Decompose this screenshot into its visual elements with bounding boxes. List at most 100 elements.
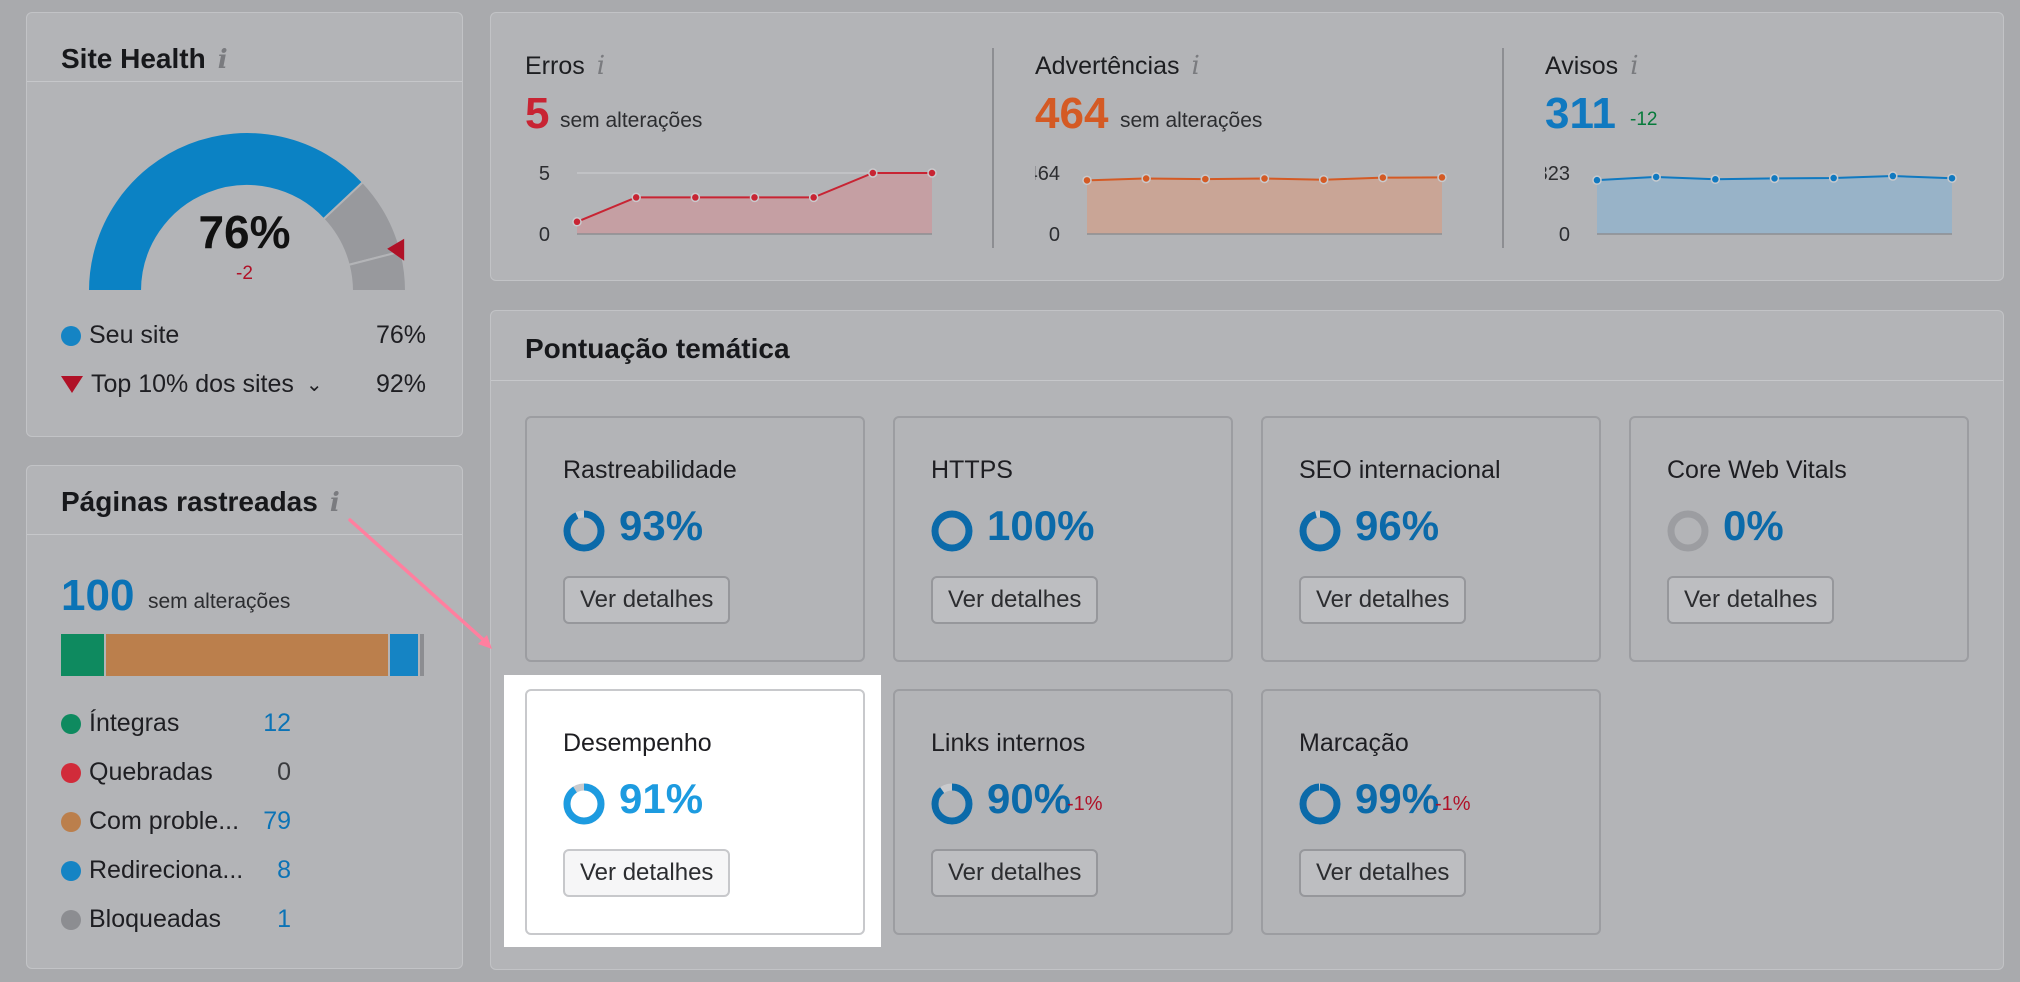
- trend-point[interactable]: [808, 192, 819, 203]
- gauge-value: 76%: [198, 206, 291, 258]
- thematic-tile: Marcação 99% -1% Ver detalhes: [1261, 689, 1601, 935]
- trend-point[interactable]: [1082, 175, 1092, 186]
- tile-delta: -1%: [1435, 793, 1471, 815]
- metric-sub: sem alterações: [560, 109, 703, 132]
- crawled-pages-title-text: Páginas rastreadas: [61, 486, 318, 517]
- metric-value[interactable]: 311: [1545, 89, 1616, 138]
- trend-point[interactable]: [690, 192, 701, 203]
- metric-trend-chart[interactable]: 464 0: [1035, 153, 1485, 253]
- pages-stat-row: Redireciona... 8: [61, 856, 291, 885]
- trend-point[interactable]: [572, 217, 582, 227]
- trend-point[interactable]: [1769, 173, 1780, 184]
- tile-value: 99%: [1355, 775, 1440, 822]
- pages-count[interactable]: 100: [61, 571, 135, 620]
- view-details-button[interactable]: Ver detalhes: [563, 849, 731, 897]
- trend-point[interactable]: [749, 192, 760, 203]
- tile-label: Desempenho: [563, 729, 712, 757]
- stat-value[interactable]: 79: [263, 807, 291, 835]
- donut-progress-icon: [931, 510, 973, 552]
- tile-label: Core Web Vitals: [1667, 456, 1847, 484]
- view-details-button[interactable]: Ver detalhes: [931, 849, 1099, 897]
- thematic-tile: Links internos 90% -1% Ver detalhes: [893, 689, 1233, 935]
- trend-point[interactable]: [1888, 171, 1898, 181]
- gauge-arc-remaining: [347, 250, 407, 292]
- metric-trend-chart[interactable]: 50: [525, 153, 975, 253]
- trend-point[interactable]: [1947, 173, 1957, 183]
- info-icon[interactable]: i: [1191, 51, 1200, 81]
- metric-label-text: Erros: [525, 52, 585, 80]
- tile-delta: -1%: [1067, 793, 1103, 815]
- stat-label: Com proble...: [89, 807, 240, 835]
- view-details-button[interactable]: Ver detalhes: [1299, 576, 1467, 624]
- bar-segment[interactable]: [389, 634, 419, 676]
- trend-area: [577, 173, 932, 234]
- trend-point[interactable]: [1828, 173, 1839, 183]
- stat-value[interactable]: 12: [263, 709, 291, 737]
- trend-area: [1087, 177, 1442, 234]
- trend-point[interactable]: [1200, 174, 1211, 184]
- tile-label: Links internos: [931, 729, 1086, 757]
- bar-segment[interactable]: [105, 634, 388, 676]
- tile-value: 96%: [1355, 502, 1440, 549]
- bar-segment[interactable]: [420, 634, 424, 676]
- stat-value: 0: [277, 758, 291, 786]
- stat-value[interactable]: 8: [277, 856, 291, 884]
- legend-value: 76%: [375, 321, 426, 349]
- site-health-title: Site Health i: [61, 43, 228, 75]
- tile-label: Marcação: [1299, 729, 1409, 757]
- y-tick-bottom: 0: [539, 224, 550, 246]
- legend-label: Seu site: [89, 321, 180, 349]
- y-tick-top: 5: [539, 163, 550, 185]
- trend-point[interactable]: [1318, 174, 1329, 185]
- pages-distribution-bar[interactable]: [61, 634, 426, 676]
- metric-value[interactable]: 464: [1035, 89, 1109, 138]
- trend-point[interactable]: [1378, 172, 1388, 183]
- trend-point[interactable]: [1710, 174, 1721, 185]
- donut-progress-icon: [563, 783, 605, 825]
- trend-point[interactable]: [868, 168, 878, 178]
- tile-value: 90%: [987, 775, 1072, 822]
- trend-point[interactable]: [1141, 173, 1151, 184]
- status-dot: [61, 762, 81, 783]
- pages-stat-row: Quebradas 0: [61, 758, 291, 787]
- view-details-button[interactable]: Ver detalhes: [1667, 576, 1835, 624]
- gauge-arc-site: [87, 131, 365, 292]
- info-icon[interactable]: i: [596, 51, 606, 81]
- trend-point[interactable]: [927, 168, 937, 178]
- thematic-tile: HTTPS 100% Ver detalhes: [893, 416, 1233, 662]
- legend-top10[interactable]: Top 10% dos sites ⌄ 92%: [61, 370, 426, 399]
- tile-value: 93%: [619, 502, 704, 549]
- donut-progress-icon: [1299, 783, 1341, 825]
- issues-metrics-card: Erros i 5 sem alterações 5 0 Advertências i …: [490, 12, 2004, 281]
- trend-point[interactable]: [1259, 173, 1270, 184]
- chevron-down-icon[interactable]: ⌄: [305, 374, 323, 396]
- tile-value: 0%: [1723, 502, 1784, 549]
- metric-value[interactable]: 5: [525, 89, 550, 138]
- triangle-marker-icon: [61, 376, 83, 393]
- metric-label: Advertências i: [1035, 51, 1200, 81]
- y-tick-top: 464: [1035, 163, 1060, 185]
- trend-point[interactable]: [631, 192, 641, 203]
- view-details-button[interactable]: Ver detalhes: [1299, 849, 1467, 897]
- view-details-button[interactable]: Ver detalhes: [931, 576, 1099, 624]
- bar-segment[interactable]: [61, 634, 104, 676]
- crawled-pages-title: Páginas rastreadas i: [61, 486, 340, 518]
- view-details-button[interactable]: Ver detalhes: [563, 576, 731, 624]
- donut-progress-icon: [931, 783, 973, 825]
- trend-point[interactable]: [1592, 175, 1602, 185]
- stat-label: Bloqueadas: [89, 905, 222, 933]
- stat-label: Íntegras: [89, 709, 180, 737]
- trend-point[interactable]: [1437, 172, 1447, 183]
- info-icon[interactable]: i: [217, 45, 228, 75]
- metric-sub: sem alterações: [1120, 109, 1263, 132]
- legend-dot: [61, 325, 81, 346]
- metric-trend-chart[interactable]: 323 0: [1545, 153, 1995, 253]
- trend-point[interactable]: [1651, 172, 1661, 182]
- info-icon[interactable]: i: [329, 488, 340, 518]
- info-icon[interactable]: i: [1630, 51, 1639, 81]
- stat-label: Redireciona...: [89, 856, 244, 884]
- y-tick-bottom: 0: [1559, 224, 1570, 246]
- y-tick-bottom: 0: [1049, 224, 1060, 246]
- stat-value[interactable]: 1: [277, 905, 291, 933]
- metric-label: Avisos i: [1545, 51, 1639, 81]
